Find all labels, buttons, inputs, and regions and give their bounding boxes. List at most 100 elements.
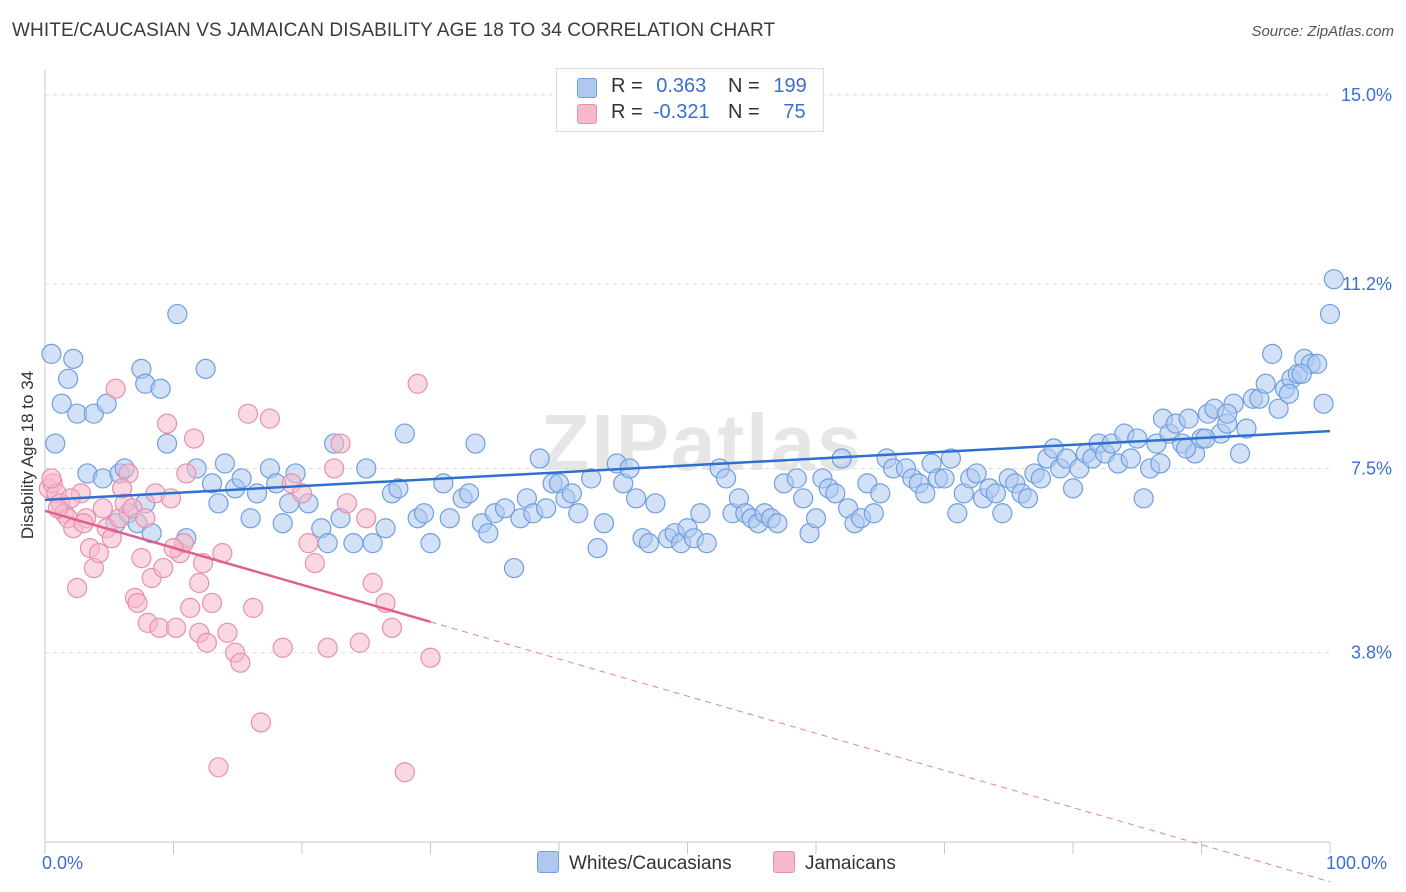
point-whites <box>503 557 525 579</box>
point-whites <box>536 498 557 519</box>
y-tick-label: 7.5% <box>1351 458 1392 478</box>
point-whites <box>1319 303 1341 325</box>
point-whites <box>1127 428 1148 449</box>
point-whites <box>1236 418 1257 439</box>
trend-lines <box>430 621 1331 883</box>
point-whites <box>625 488 647 509</box>
point-whites <box>1307 353 1328 374</box>
point-jamaicans <box>420 647 441 668</box>
point-whites <box>231 468 252 489</box>
point-whites <box>1133 488 1154 509</box>
point-whites <box>1062 478 1084 499</box>
point-whites <box>240 508 261 529</box>
point-whites <box>494 498 516 519</box>
point-whites <box>696 533 717 554</box>
point-whites <box>1313 393 1334 414</box>
point-whites <box>214 453 235 474</box>
chart-title: WHITE/CAUCASIAN VS JAMAICAN DISABILITY A… <box>12 20 776 41</box>
point-jamaicans <box>111 478 133 499</box>
trend-line-jamaicans-extension <box>430 621 1331 883</box>
point-jamaicans <box>330 433 351 454</box>
gridlines <box>45 94 1330 654</box>
point-whites <box>1291 363 1312 384</box>
legend-swatch-blue <box>577 78 597 98</box>
point-jamaicans <box>180 597 201 619</box>
point-whites <box>465 433 486 454</box>
legend-label-whites: Whites/Caucasians <box>569 853 732 874</box>
point-whites <box>1178 408 1199 429</box>
series-jamaicans-points <box>38 373 441 783</box>
point-jamaicans <box>324 458 345 479</box>
point-whites <box>863 503 884 524</box>
point-whites <box>96 393 117 414</box>
point-whites <box>388 478 409 499</box>
point-jamaicans <box>407 373 428 394</box>
point-jamaicans <box>381 617 403 638</box>
correlation-legend: R = 0.363 N = 199 R = -0.321 N = 75 <box>556 68 824 132</box>
point-whites <box>1030 468 1051 489</box>
point-whites <box>45 433 66 454</box>
point-jamaicans <box>153 557 174 579</box>
point-jamaicans <box>189 572 210 594</box>
point-whites <box>715 468 737 489</box>
point-whites <box>195 358 216 379</box>
point-whites <box>529 448 550 469</box>
r-label: R = <box>611 101 643 123</box>
point-jamaicans <box>304 552 325 574</box>
point-whites <box>825 483 846 504</box>
n-label: N = <box>727 101 760 123</box>
legend-label-jamaicans: Jamaicans <box>805 853 896 874</box>
legend-swatch-pink <box>577 104 597 124</box>
point-whites <box>593 513 615 534</box>
point-whites <box>150 378 171 399</box>
y-tick-label: 11.2% <box>1342 274 1392 294</box>
point-whites <box>1255 373 1276 394</box>
point-whites <box>356 458 377 479</box>
point-whites <box>1323 269 1344 290</box>
r-value: 0.363 <box>656 75 707 97</box>
point-whites <box>458 483 480 504</box>
point-jamaicans <box>131 548 152 569</box>
legend-item-whites: Whites/Caucasians <box>537 851 732 875</box>
point-jamaicans <box>201 592 223 614</box>
point-jamaicans <box>135 508 156 529</box>
series-whites-points <box>41 269 1344 579</box>
point-whites <box>1262 343 1283 364</box>
trend-line-jamaicans <box>44 509 431 624</box>
point-jamaicans <box>101 528 122 549</box>
point-whites <box>786 468 807 489</box>
point-whites <box>1278 383 1299 404</box>
point-whites <box>433 473 454 494</box>
point-jamaicans <box>230 652 251 673</box>
point-jamaicans <box>349 632 370 653</box>
point-jamaicans <box>67 577 88 599</box>
point-jamaicans <box>356 508 377 529</box>
n-value: 199 <box>773 75 807 97</box>
point-whites <box>58 368 79 389</box>
point-whites <box>343 533 364 554</box>
point-whites <box>581 468 602 489</box>
point-whites <box>208 493 229 514</box>
point-jamaicans <box>217 622 238 643</box>
point-jamaicans <box>156 413 178 434</box>
point-whites <box>201 473 223 494</box>
point-whites <box>92 468 113 489</box>
point-whites <box>246 483 268 504</box>
point-jamaicans <box>208 757 229 778</box>
x-tick-max: 100.0% <box>1326 853 1388 873</box>
point-whites <box>870 483 891 504</box>
point-whites <box>413 503 435 524</box>
y-tick-label: 15.0% <box>1341 85 1392 105</box>
point-whites <box>317 533 338 554</box>
point-jamaicans <box>291 483 313 504</box>
point-whites <box>934 468 955 489</box>
point-whites <box>41 343 62 364</box>
point-jamaicans <box>362 572 383 594</box>
point-whites <box>561 483 582 504</box>
point-whites <box>420 533 441 554</box>
point-whites <box>63 348 84 369</box>
point-jamaicans <box>237 403 259 424</box>
source-credit: Source: ZipAtlas.com <box>1251 23 1394 40</box>
point-whites <box>645 493 666 514</box>
